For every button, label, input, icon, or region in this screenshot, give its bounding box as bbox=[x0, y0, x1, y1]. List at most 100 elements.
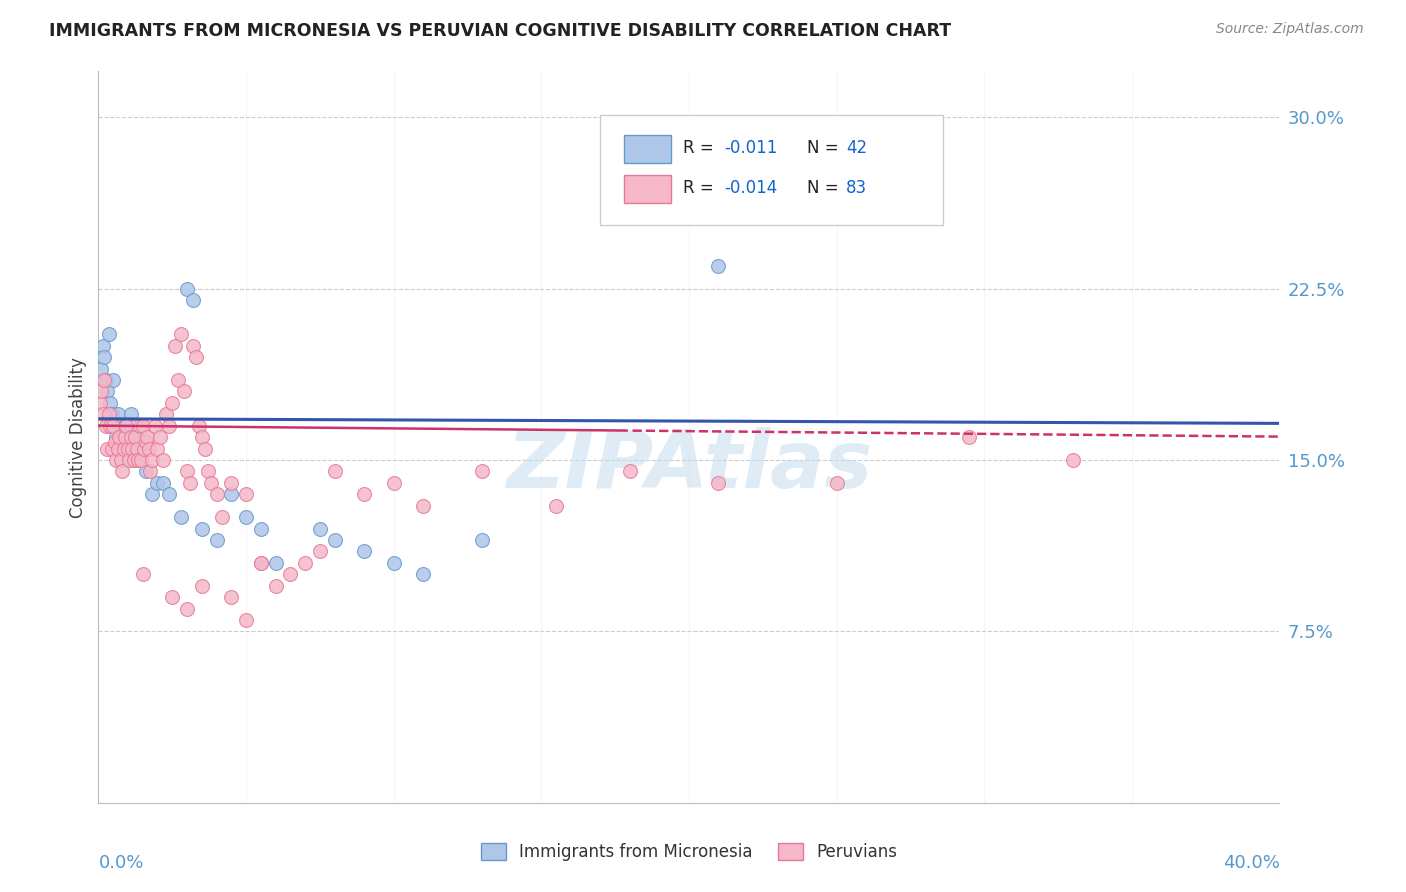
Point bbox=[135, 464, 157, 478]
Point bbox=[91, 338, 114, 352]
Point bbox=[111, 464, 134, 478]
Point bbox=[187, 418, 209, 433]
Point bbox=[205, 533, 228, 547]
Point bbox=[309, 521, 332, 535]
Text: R =: R = bbox=[683, 179, 718, 197]
Point bbox=[707, 475, 730, 490]
Point bbox=[181, 338, 204, 352]
Point bbox=[205, 487, 228, 501]
Point bbox=[128, 418, 150, 433]
Point bbox=[139, 464, 162, 478]
Point bbox=[127, 453, 149, 467]
Point bbox=[93, 373, 115, 387]
Point bbox=[221, 487, 243, 501]
Point bbox=[110, 442, 132, 456]
Point bbox=[121, 442, 143, 456]
Point bbox=[125, 430, 148, 444]
Point bbox=[124, 430, 146, 444]
Y-axis label: Cognitive Disability: Cognitive Disability bbox=[69, 357, 87, 517]
Point bbox=[149, 430, 172, 444]
Point bbox=[120, 430, 142, 444]
Point bbox=[235, 613, 257, 627]
Point bbox=[412, 499, 434, 513]
Point bbox=[146, 442, 169, 456]
Point bbox=[167, 373, 190, 387]
Point bbox=[825, 475, 848, 490]
Point bbox=[129, 453, 152, 467]
Point bbox=[108, 418, 131, 433]
Bar bbox=[624, 135, 671, 163]
Point bbox=[96, 442, 118, 456]
Point bbox=[96, 384, 118, 399]
Point bbox=[181, 293, 204, 307]
Text: 42: 42 bbox=[846, 139, 868, 157]
Point bbox=[211, 510, 233, 524]
Point bbox=[157, 418, 180, 433]
Point bbox=[111, 430, 134, 444]
Text: -0.014: -0.014 bbox=[724, 179, 778, 197]
Text: Source: ZipAtlas.com: Source: ZipAtlas.com bbox=[1216, 22, 1364, 37]
Text: -0.011: -0.011 bbox=[724, 139, 778, 157]
Point bbox=[146, 475, 169, 490]
Point bbox=[115, 418, 138, 433]
Point bbox=[179, 475, 201, 490]
Point bbox=[94, 373, 117, 387]
Point bbox=[353, 487, 375, 501]
Point bbox=[221, 475, 243, 490]
Point bbox=[122, 453, 145, 467]
Point bbox=[132, 442, 155, 456]
Point bbox=[120, 407, 142, 421]
Point bbox=[323, 533, 346, 547]
Point bbox=[221, 590, 243, 604]
Point bbox=[200, 475, 222, 490]
Point bbox=[94, 418, 117, 433]
Point bbox=[110, 453, 132, 467]
Text: 83: 83 bbox=[846, 179, 868, 197]
Point bbox=[191, 579, 214, 593]
Point bbox=[157, 487, 180, 501]
Point bbox=[114, 418, 136, 433]
Point bbox=[235, 510, 257, 524]
Point bbox=[173, 384, 195, 399]
Point bbox=[117, 442, 139, 456]
Text: N =: N = bbox=[807, 139, 844, 157]
Point bbox=[98, 396, 121, 410]
Point bbox=[194, 442, 217, 456]
Point bbox=[309, 544, 332, 558]
Point bbox=[191, 521, 214, 535]
Point bbox=[103, 373, 125, 387]
Point bbox=[132, 418, 155, 433]
Point bbox=[959, 430, 981, 444]
Point bbox=[141, 487, 163, 501]
Text: R =: R = bbox=[683, 139, 718, 157]
Legend: Immigrants from Micronesia, Peruvians: Immigrants from Micronesia, Peruvians bbox=[474, 836, 904, 868]
Point bbox=[134, 442, 156, 456]
Text: N =: N = bbox=[807, 179, 844, 197]
Text: ZIPAtlas: ZIPAtlas bbox=[506, 427, 872, 506]
Text: 0.0%: 0.0% bbox=[98, 854, 143, 872]
Point bbox=[105, 453, 128, 467]
Point bbox=[162, 396, 183, 410]
Point bbox=[162, 590, 183, 604]
Point bbox=[97, 407, 120, 421]
Point bbox=[250, 521, 273, 535]
Point bbox=[112, 442, 135, 456]
Point bbox=[141, 453, 163, 467]
Point bbox=[152, 453, 174, 467]
Point bbox=[125, 442, 148, 456]
Point bbox=[104, 418, 127, 433]
Text: IMMIGRANTS FROM MICRONESIA VS PERUVIAN COGNITIVE DISABILITY CORRELATION CHART: IMMIGRANTS FROM MICRONESIA VS PERUVIAN C… bbox=[49, 22, 952, 40]
Point bbox=[143, 418, 166, 433]
Point bbox=[117, 442, 139, 456]
Point bbox=[250, 556, 273, 570]
Point bbox=[155, 407, 177, 421]
Point bbox=[294, 556, 316, 570]
Point bbox=[98, 418, 121, 433]
Text: 40.0%: 40.0% bbox=[1223, 854, 1279, 872]
Point bbox=[100, 407, 122, 421]
Point bbox=[250, 556, 273, 570]
Point bbox=[122, 453, 145, 467]
Point bbox=[471, 464, 494, 478]
Point bbox=[264, 556, 287, 570]
Point bbox=[546, 499, 568, 513]
